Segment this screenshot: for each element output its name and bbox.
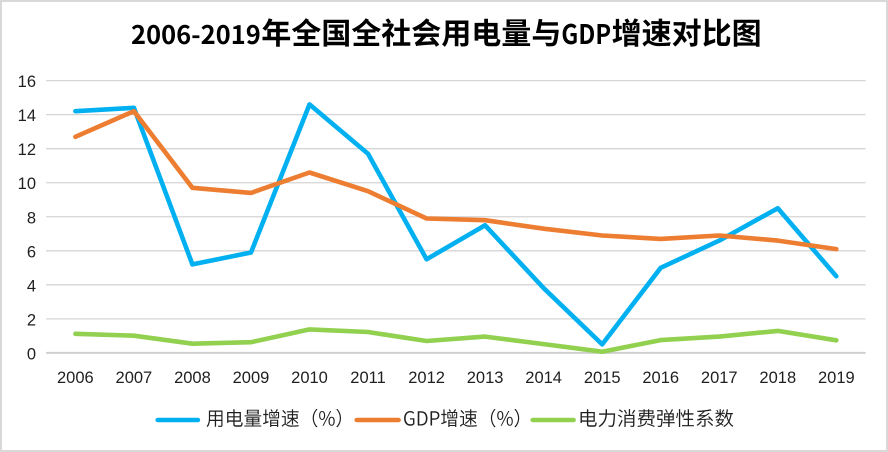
x-axis-tick-label: 2012 bbox=[408, 369, 445, 387]
y-axis-tick-label: 12 bbox=[18, 141, 36, 159]
y-axis-tick-label: 14 bbox=[18, 107, 36, 125]
x-axis-tick-label: 2007 bbox=[116, 369, 153, 387]
legend-line-sample bbox=[530, 417, 576, 422]
x-axis-tick-label: 2008 bbox=[174, 369, 211, 387]
x-axis-tick-label: 2006 bbox=[57, 369, 94, 387]
legend-label-glyphs bbox=[403, 408, 519, 428]
y-axis-tick-label: 16 bbox=[18, 73, 36, 91]
series-line-3[interactable] bbox=[73, 327, 839, 355]
x-axis-tick-label: 2010 bbox=[291, 369, 328, 387]
y-axis-tick-label: 10 bbox=[18, 175, 36, 193]
legend-line-sample bbox=[154, 417, 200, 422]
x-axis-tick-label: 2013 bbox=[467, 369, 504, 387]
chart-title-glyphs bbox=[131, 18, 760, 47]
series-line-1[interactable] bbox=[73, 102, 839, 347]
x-axis-tick-label: 2009 bbox=[233, 369, 270, 387]
x-axis-tick-label: 2018 bbox=[759, 369, 796, 387]
legend-line-sample bbox=[353, 417, 401, 422]
series-line-2[interactable] bbox=[73, 108, 839, 252]
x-axis-tick-label: 2011 bbox=[350, 369, 385, 387]
legend-label-glyphs bbox=[206, 408, 342, 428]
x-axis-tick-label: 2017 bbox=[701, 369, 738, 387]
y-axis-tick-label: 8 bbox=[27, 209, 36, 227]
x-axis-tick-label: 2016 bbox=[642, 369, 679, 387]
y-axis-tick-label: 4 bbox=[27, 277, 36, 295]
x-axis-tick-label: 2014 bbox=[525, 369, 562, 387]
x-axis-tick-label: 2019 bbox=[818, 369, 855, 387]
x-axis-tick-label: 2015 bbox=[584, 369, 621, 387]
y-axis-tick-label: 0 bbox=[27, 345, 36, 363]
y-axis-tick-label: 2 bbox=[27, 311, 36, 329]
y-axis-tick-label: 6 bbox=[27, 243, 36, 261]
legend-label-glyphs bbox=[580, 408, 733, 427]
